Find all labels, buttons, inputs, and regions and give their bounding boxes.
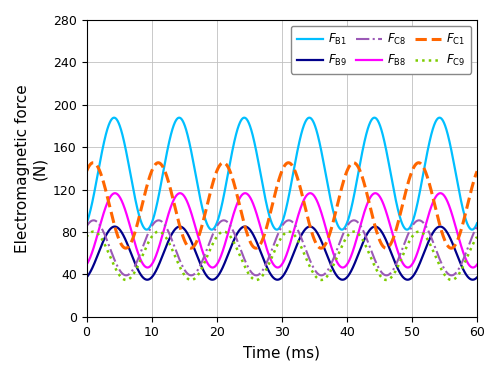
$F_{\mathrm{B9}}$: [307, 224, 313, 229]
$F_{\mathrm{C9}}$: [174, 259, 180, 264]
Y-axis label: Electromagnetic force
(N): Electromagnetic force (N): [15, 84, 48, 253]
X-axis label: Time (ms): Time (ms): [244, 345, 320, 360]
$F_{\mathrm{C1}}$: [174, 214, 180, 219]
$F_{\mathrm{B1}}$: [258, 177, 264, 182]
$F_{\mathrm{B9}}$: [176, 224, 182, 229]
Line: $F_{\mathrm{C9}}$: $F_{\mathrm{C9}}$: [86, 232, 477, 280]
$F_{\mathrm{B1}}$: [178, 117, 184, 121]
$F_{\mathrm{B1}}$: [474, 221, 480, 225]
Line: $F_{\mathrm{C1}}$: $F_{\mathrm{C1}}$: [86, 163, 477, 248]
$F_{\mathrm{B8}}$: [177, 191, 183, 195]
$F_{\mathrm{C1}}$: [90, 160, 96, 165]
$F_{\mathrm{C8}}$: [174, 252, 180, 256]
$F_{\mathrm{C8}}$: [474, 224, 480, 229]
Line: $F_{\mathrm{B9}}$: $F_{\mathrm{B9}}$: [86, 226, 477, 280]
$F_{\mathrm{C8}}$: [178, 262, 184, 266]
Line: $F_{\mathrm{B8}}$: $F_{\mathrm{B8}}$: [86, 193, 477, 267]
$F_{\mathrm{B1}}$: [208, 227, 214, 232]
$F_{\mathrm{B9}}$: [84, 275, 89, 280]
$F_{\mathrm{B1}}$: [84, 221, 89, 225]
$F_{\mathrm{B1}}$: [176, 116, 182, 120]
$F_{\mathrm{C9}}$: [84, 235, 89, 239]
$F_{\mathrm{B8}}$: [471, 265, 477, 270]
$F_{\mathrm{C1}}$: [258, 240, 264, 244]
$F_{\mathrm{C8}}$: [90, 218, 96, 223]
$F_{\mathrm{C1}}$: [231, 181, 237, 185]
$F_{\mathrm{C1}}$: [471, 178, 477, 182]
$F_{\mathrm{B8}}$: [174, 192, 180, 197]
$F_{\mathrm{C8}}$: [176, 257, 182, 261]
$F_{\mathrm{C9}}$: [178, 268, 184, 272]
$F_{\mathrm{B8}}$: [178, 191, 184, 196]
$F_{\mathrm{B9}}$: [174, 225, 180, 230]
$F_{\mathrm{C9}}$: [471, 240, 477, 244]
$F_{\mathrm{B1}}$: [176, 116, 182, 120]
$F_{\mathrm{C9}}$: [258, 274, 264, 279]
$F_{\mathrm{B9}}$: [230, 238, 236, 243]
$F_{\mathrm{C1}}$: [122, 246, 128, 250]
$F_{\mathrm{C8}}$: [448, 273, 454, 278]
$F_{\mathrm{B1}}$: [231, 141, 237, 146]
Line: $F_{\mathrm{B1}}$: $F_{\mathrm{B1}}$: [86, 118, 477, 230]
$F_{\mathrm{C9}}$: [474, 235, 480, 239]
$F_{\mathrm{C8}}$: [258, 270, 264, 274]
$F_{\mathrm{B9}}$: [474, 275, 480, 280]
$F_{\mathrm{C1}}$: [176, 223, 182, 227]
$F_{\mathrm{B8}}$: [84, 262, 89, 267]
$F_{\mathrm{C1}}$: [178, 230, 184, 234]
$F_{\mathrm{B8}}$: [474, 262, 480, 267]
$F_{\mathrm{B9}}$: [471, 277, 477, 282]
$F_{\mathrm{B8}}$: [210, 265, 216, 270]
$F_{\mathrm{B8}}$: [231, 211, 237, 215]
$F_{\mathrm{B1}}$: [471, 226, 477, 231]
$F_{\mathrm{B9}}$: [258, 252, 264, 257]
$F_{\mathrm{C8}}$: [471, 230, 477, 234]
$F_{\mathrm{C9}}$: [90, 230, 96, 234]
$F_{\mathrm{C1}}$: [474, 169, 480, 174]
$F_{\mathrm{C9}}$: [176, 264, 182, 268]
$F_{\mathrm{B1}}$: [174, 116, 180, 121]
$F_{\mathrm{C1}}$: [84, 169, 89, 174]
$F_{\mathrm{C9}}$: [231, 240, 237, 244]
$F_{\mathrm{C8}}$: [84, 224, 89, 229]
Legend: $F_{\mathrm{B1}}$, $F_{\mathrm{B9}}$, $F_{\mathrm{C8}}$, $F_{\mathrm{B8}}$, $F_{: $F_{\mathrm{B1}}$, $F_{\mathrm{B9}}$, $F…: [291, 26, 471, 74]
$F_{\mathrm{B9}}$: [340, 278, 345, 282]
$F_{\mathrm{B8}}$: [176, 191, 182, 195]
$F_{\mathrm{B9}}$: [178, 225, 184, 229]
$F_{\mathrm{B8}}$: [258, 229, 264, 234]
$F_{\mathrm{C9}}$: [123, 278, 129, 282]
$F_{\mathrm{C8}}$: [231, 230, 237, 234]
Line: $F_{\mathrm{C8}}$: $F_{\mathrm{C8}}$: [86, 220, 477, 275]
